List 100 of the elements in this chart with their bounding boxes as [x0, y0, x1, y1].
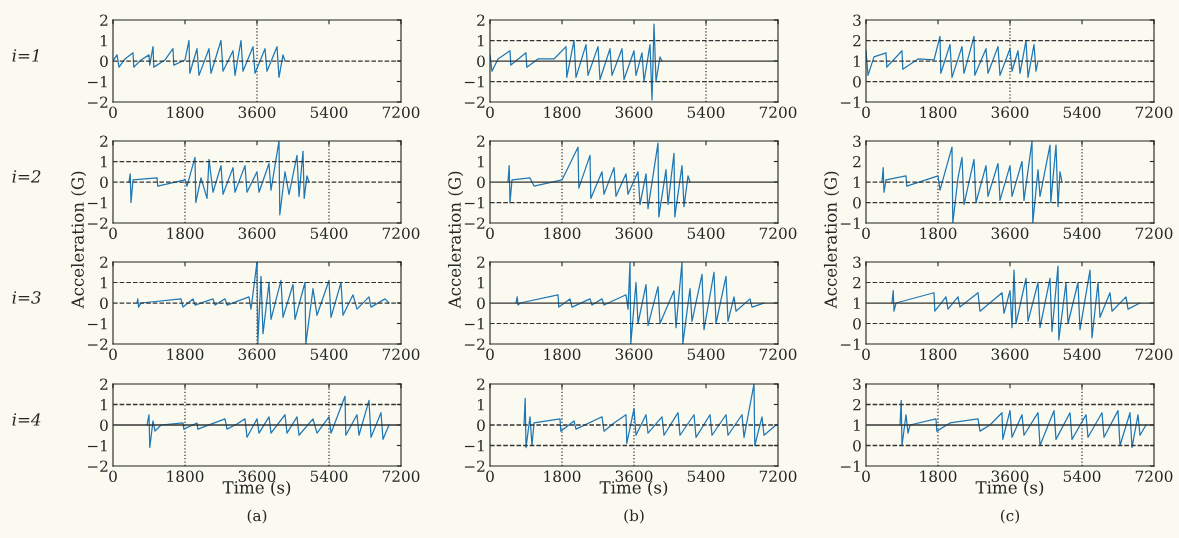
- text: i=1: [12, 49, 39, 62]
- line-series: [899, 399, 1147, 449]
- y-tick-label: 0: [100, 297, 108, 310]
- x-tick-label: 7200: [1135, 227, 1173, 239]
- y-axis-title: Acceleration (G): [823, 171, 840, 309]
- y-tick-label: 1: [100, 155, 107, 168]
- line-series: [136, 262, 390, 344]
- y-tick-label: 2: [100, 378, 108, 390]
- y-tick-label: 2: [477, 256, 485, 268]
- x-tick-label: 0: [109, 470, 117, 482]
- y-tick-label: 0: [100, 419, 108, 432]
- y-tick-label: 2: [477, 135, 485, 147]
- line-series: [866, 35, 1039, 79]
- line-series: [113, 39, 286, 79]
- y-tick-label: 3: [853, 135, 861, 148]
- y-tick-label: −1: [464, 196, 484, 209]
- x-tick-label: 5400: [1063, 348, 1101, 360]
- line-series: [515, 262, 765, 344]
- y-tick-label: 2: [853, 276, 861, 289]
- y-tick-label: 1: [100, 276, 107, 289]
- y-tick-label: −1: [464, 75, 484, 88]
- x-tick-label: 5400: [687, 470, 725, 482]
- line-series: [507, 142, 691, 218]
- y-tick-label: 1: [853, 176, 860, 188]
- y-tick-label: −1: [840, 460, 860, 472]
- y-tick-label: 3: [853, 14, 861, 27]
- x-tick-label: 1800: [167, 106, 204, 118]
- x-tick-label: 3600: [991, 470, 1029, 482]
- y-axis-title: Acceleration (G): [447, 171, 464, 309]
- line-series: [128, 141, 310, 216]
- x-tick-label: 3600: [615, 470, 653, 482]
- x-tick-label: 1800: [544, 227, 581, 239]
- y-tick-label: −1: [840, 96, 860, 108]
- x-tick-label: 1800: [544, 348, 581, 360]
- x-tick-label: 3600: [991, 348, 1029, 360]
- x-tick-label: 1800: [167, 470, 204, 482]
- text: i=2: [12, 170, 41, 183]
- y-tick-label: −2: [87, 96, 108, 108]
- y-tick-label: 1: [853, 297, 860, 309]
- y-tick-label: −1: [464, 439, 484, 452]
- y-tick-label: −2: [464, 96, 485, 108]
- x-tick-label: 5400: [1063, 470, 1101, 482]
- y-tick-label: −2: [87, 217, 108, 229]
- x-tick-label: 1800: [544, 106, 581, 118]
- y-tick-label: 3: [853, 256, 861, 269]
- y-tick-label: 2: [100, 256, 108, 268]
- y-tick-label: −1: [87, 196, 107, 209]
- x-tick-label: 0: [862, 348, 870, 360]
- y-tick-label: 2: [853, 34, 861, 47]
- x-tick-label: 0: [109, 227, 117, 239]
- y-tick-label: 1: [477, 398, 484, 411]
- y-tick-label: 0: [477, 55, 485, 68]
- line-series: [490, 23, 663, 101]
- x-tick-label: 5400: [310, 227, 348, 239]
- y-tick-label: 0: [853, 196, 861, 209]
- y-tick-label: 1: [100, 398, 107, 411]
- text: (a): [247, 509, 267, 524]
- x-tick-label: 7200: [382, 227, 420, 239]
- x-tick-label: 5400: [687, 227, 725, 239]
- text: (b): [624, 509, 644, 524]
- x-tick-label: 3600: [238, 106, 276, 118]
- x-tick-label: 3600: [238, 348, 276, 360]
- y-tick-label: 2: [100, 14, 108, 26]
- x-tick-label: 0: [486, 348, 494, 360]
- x-tick-label: 1800: [167, 227, 204, 239]
- x-tick-label: 5400: [1063, 106, 1101, 118]
- x-tick-label: 3600: [238, 227, 276, 239]
- text: i=3: [12, 291, 41, 304]
- x-tick-label: 3600: [991, 106, 1029, 118]
- y-tick-label: 1: [477, 155, 484, 168]
- y-tick-label: 2: [477, 378, 485, 390]
- x-tick-label: 0: [862, 106, 870, 118]
- x-tick-label: 5400: [310, 106, 348, 118]
- y-tick-label: 1: [100, 34, 107, 47]
- y-tick-label: 1: [853, 419, 860, 431]
- x-tick-label: 7200: [1135, 106, 1173, 118]
- y-tick-label: 0: [853, 317, 861, 330]
- y-tick-label: 0: [477, 419, 485, 432]
- x-tick-label: 7200: [382, 348, 420, 360]
- y-tick-label: −2: [464, 338, 485, 350]
- x-tick-label: 7200: [1135, 348, 1173, 360]
- text: i=4: [12, 413, 41, 426]
- line-series: [523, 384, 777, 449]
- x-tick-label: 1800: [920, 470, 957, 482]
- y-tick-label: −1: [87, 317, 107, 330]
- x-tick-label: 0: [486, 470, 494, 482]
- y-tick-label: 0: [100, 176, 108, 189]
- x-tick-label: 0: [109, 348, 117, 360]
- x-tick-label: 1800: [167, 348, 204, 360]
- y-tick-label: −1: [840, 338, 860, 350]
- x-tick-label: 1800: [920, 348, 957, 360]
- y-tick-label: 0: [100, 55, 108, 68]
- x-tick-label: 0: [486, 227, 494, 239]
- x-tick-label: 5400: [310, 470, 348, 482]
- x-tick-label: 0: [862, 227, 870, 239]
- y-tick-label: −1: [840, 217, 860, 229]
- x-tick-label: 7200: [382, 470, 420, 482]
- y-tick-label: −2: [87, 338, 108, 350]
- x-tick-label: 0: [109, 106, 117, 118]
- y-tick-label: −1: [464, 317, 484, 330]
